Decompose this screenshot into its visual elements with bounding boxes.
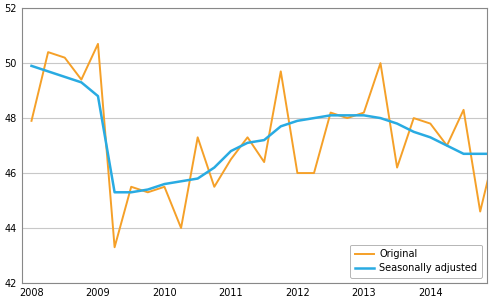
Seasonally adjusted (178, 179, 184, 183)
Original (162, 185, 167, 189)
Seasonally adjusted (62, 75, 68, 79)
Original (28, 119, 34, 123)
Seasonally adjusted (228, 149, 234, 153)
Original (361, 111, 367, 114)
Original (62, 56, 68, 59)
Seasonally adjusted (444, 144, 450, 147)
Seasonally adjusted (45, 69, 51, 73)
Original (45, 50, 51, 54)
Original (394, 166, 400, 169)
Seasonally adjusted (411, 130, 417, 134)
Seasonally adjusted (311, 116, 317, 120)
Seasonally adjusted (295, 119, 300, 123)
Seasonally adjusted (128, 191, 134, 194)
Seasonally adjusted (344, 114, 350, 117)
Original (245, 136, 250, 139)
Seasonally adjusted (327, 114, 333, 117)
Original (461, 108, 466, 112)
Original (111, 246, 117, 249)
Original (344, 116, 350, 120)
Seasonally adjusted (145, 188, 151, 191)
Original (211, 185, 217, 189)
Original (311, 171, 317, 175)
Original (427, 122, 433, 125)
Seasonally adjusted (378, 116, 383, 120)
Legend: Original, Seasonally adjusted: Original, Seasonally adjusted (350, 245, 482, 278)
Seasonally adjusted (461, 152, 466, 156)
Seasonally adjusted (79, 81, 84, 84)
Original (295, 171, 300, 175)
Seasonally adjusted (261, 138, 267, 142)
Seasonally adjusted (427, 136, 433, 139)
Original (195, 136, 201, 139)
Seasonally adjusted (361, 114, 367, 117)
Original (444, 144, 450, 147)
Line: Seasonally adjusted: Seasonally adjusted (31, 66, 491, 192)
Seasonally adjusted (162, 182, 167, 186)
Line: Original: Original (31, 44, 491, 247)
Original (278, 69, 284, 73)
Original (79, 78, 84, 82)
Seasonally adjusted (195, 177, 201, 180)
Original (378, 61, 383, 65)
Original (95, 42, 101, 46)
Original (327, 111, 333, 114)
Seasonally adjusted (394, 122, 400, 125)
Seasonally adjusted (95, 94, 101, 98)
Seasonally adjusted (211, 166, 217, 169)
Seasonally adjusted (245, 141, 250, 145)
Original (477, 210, 483, 213)
Original (228, 158, 234, 161)
Original (128, 185, 134, 189)
Seasonally adjusted (111, 191, 117, 194)
Original (145, 191, 151, 194)
Original (178, 226, 184, 230)
Original (261, 160, 267, 164)
Original (411, 116, 417, 120)
Seasonally adjusted (28, 64, 34, 68)
Seasonally adjusted (477, 152, 483, 156)
Seasonally adjusted (278, 124, 284, 128)
